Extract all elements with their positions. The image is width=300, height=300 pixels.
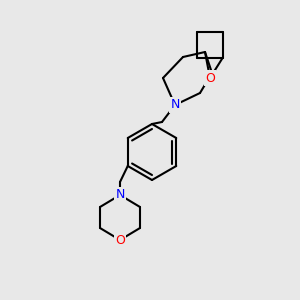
Text: O: O xyxy=(205,71,215,85)
Text: O: O xyxy=(115,233,125,247)
Text: N: N xyxy=(170,98,180,112)
Text: N: N xyxy=(115,188,125,202)
